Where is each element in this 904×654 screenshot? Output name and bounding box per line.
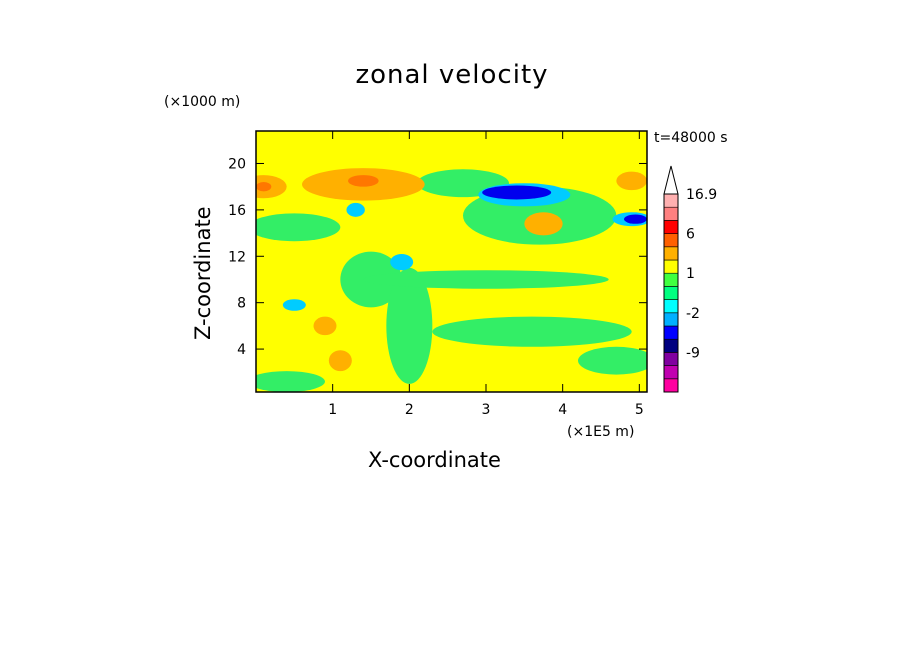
field-contour-weak_positive xyxy=(524,212,563,236)
x-tick-label: 3 xyxy=(482,402,491,418)
colorbar-frame xyxy=(663,193,679,393)
field-contour-moderate_negative xyxy=(282,299,306,311)
x-axis-multiplier: (×1E5 m) xyxy=(567,424,635,440)
colorbar-label: 1 xyxy=(686,266,695,282)
field-contour-moderate_negative xyxy=(346,202,365,217)
colorbar-extension-arrow xyxy=(663,165,679,195)
colorbar-swatch xyxy=(663,246,679,261)
velocity-field xyxy=(256,131,647,392)
field-contour-weak_negative xyxy=(363,270,609,289)
colorbar-swatch xyxy=(663,365,679,380)
field-contour-weak_positive xyxy=(328,350,352,372)
y-axis-multiplier: (×1000 m) xyxy=(164,94,241,110)
field-contour-moderate_positive xyxy=(256,182,272,192)
x-tick-label: 2 xyxy=(405,402,414,418)
field-contour-weak_negative xyxy=(256,213,341,242)
colorbar-swatch xyxy=(663,299,679,314)
field-contour-strong_negative xyxy=(624,214,647,224)
colorbar-label: 16.9 xyxy=(686,187,717,203)
x-tick-label: 5 xyxy=(635,402,644,418)
field-contour-weak_negative xyxy=(256,371,325,392)
colorbar-swatch xyxy=(663,259,679,274)
colorbar-label: -2 xyxy=(686,306,700,322)
colorbar-swatch xyxy=(663,338,679,353)
field-contour-weak_positive xyxy=(313,316,337,336)
colorbar-swatch xyxy=(663,233,679,248)
y-tick-label: 12 xyxy=(228,249,246,265)
field-contour-weak_negative xyxy=(386,267,433,384)
colorbar: 16.9 6 1 -2 -9 xyxy=(663,165,717,393)
colorbar-swatch xyxy=(663,352,679,366)
plot-frame xyxy=(255,130,648,393)
colorbar-swatch xyxy=(663,193,679,208)
field-contour-weak_negative xyxy=(432,316,632,347)
x-tick-label: 4 xyxy=(558,402,567,418)
colorbar-swatch xyxy=(663,312,679,327)
field-contour-strong_negative xyxy=(482,185,552,200)
colorbar-swatch xyxy=(663,272,679,287)
field-contour-moderate_negative xyxy=(390,253,414,271)
time-label: t=48000 s xyxy=(654,130,728,146)
field-contour-weak_negative xyxy=(578,346,647,375)
y-tick-label: 20 xyxy=(228,156,246,172)
y-tick-label: 4 xyxy=(237,342,246,358)
colorbar-swatch xyxy=(663,286,679,300)
colorbar-label: 6 xyxy=(686,227,695,243)
chart-title: zonal velocity xyxy=(355,60,549,90)
colorbar-swatch xyxy=(663,220,679,234)
colorbar-label: -9 xyxy=(686,345,700,361)
x-axis-label: X-coordinate xyxy=(368,448,501,472)
y-tick-label: 8 xyxy=(237,296,246,312)
y-tick-label: 16 xyxy=(228,203,246,219)
colorbar-swatch xyxy=(663,206,679,221)
colorbar-swatch xyxy=(663,325,679,340)
field-contour-moderate_positive xyxy=(348,175,379,187)
field-contour-weak_positive xyxy=(616,171,647,191)
colorbar-swatch xyxy=(663,378,679,393)
x-tick-label: 1 xyxy=(328,402,337,418)
